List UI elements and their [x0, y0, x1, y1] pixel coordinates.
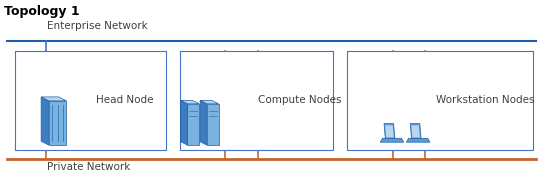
- Polygon shape: [380, 138, 404, 142]
- Polygon shape: [411, 125, 420, 137]
- Polygon shape: [49, 101, 66, 145]
- Text: Topology 1: Topology 1: [4, 5, 80, 18]
- Polygon shape: [200, 100, 207, 145]
- Text: Enterprise Network: Enterprise Network: [47, 21, 148, 31]
- Text: Head Node: Head Node: [96, 95, 153, 105]
- Polygon shape: [180, 100, 199, 104]
- Polygon shape: [207, 104, 218, 145]
- Polygon shape: [180, 100, 188, 145]
- Polygon shape: [384, 124, 395, 138]
- Polygon shape: [410, 124, 421, 138]
- Polygon shape: [41, 97, 66, 101]
- Polygon shape: [385, 125, 394, 137]
- Bar: [179, 51, 334, 150]
- Text: Private Network: Private Network: [47, 162, 131, 172]
- Bar: [15, 51, 166, 150]
- Text: Workstation Nodes: Workstation Nodes: [436, 95, 535, 105]
- Text: Compute Nodes: Compute Nodes: [258, 95, 341, 105]
- Polygon shape: [41, 97, 49, 145]
- Polygon shape: [407, 138, 430, 142]
- Bar: [347, 51, 533, 150]
- Polygon shape: [188, 104, 199, 145]
- Polygon shape: [200, 100, 218, 104]
